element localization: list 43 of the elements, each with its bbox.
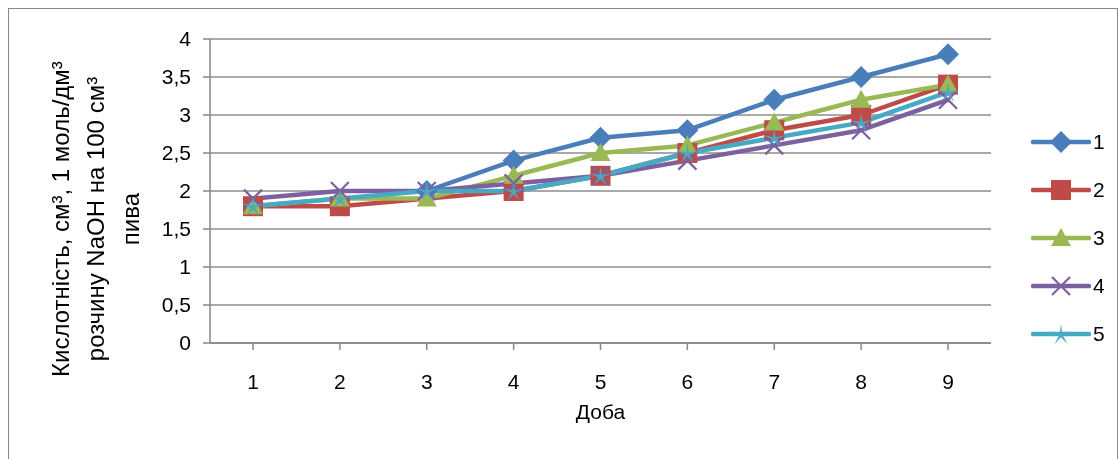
y-tick-label: 3 bbox=[179, 103, 191, 127]
point bbox=[850, 66, 873, 88]
point bbox=[677, 150, 698, 171]
point bbox=[850, 112, 872, 133]
point bbox=[590, 143, 611, 161]
point bbox=[329, 180, 350, 202]
x-tick-label: 1 bbox=[247, 369, 259, 393]
x-tick-label: 7 bbox=[768, 369, 781, 393]
x-tick-label: 5 bbox=[594, 369, 607, 393]
point bbox=[676, 119, 699, 142]
point bbox=[763, 88, 786, 111]
x-tick-label: 8 bbox=[855, 369, 867, 393]
point bbox=[764, 135, 785, 156]
y-tick-label: 3,5 bbox=[161, 65, 191, 89]
legend-label: 3 bbox=[1093, 226, 1105, 250]
point bbox=[851, 120, 872, 141]
point bbox=[503, 173, 524, 194]
point bbox=[937, 89, 959, 110]
legend-label: 4 bbox=[1093, 274, 1105, 298]
x-tick-label: 3 bbox=[420, 369, 433, 393]
point bbox=[937, 43, 959, 66]
x-tick-label: 4 bbox=[507, 369, 520, 393]
y-tick-label: 1,5 bbox=[161, 217, 191, 241]
y-axis-title: Кислотність, см³, 1 моль/дм³ розчину NaOH на 100 см³ пива bbox=[44, 60, 144, 379]
y-tick-label: 2 bbox=[179, 179, 191, 203]
y-tick-label: 4 bbox=[179, 27, 192, 51]
point bbox=[764, 112, 785, 131]
point bbox=[242, 188, 264, 209]
y-tick-label: 0 bbox=[179, 331, 191, 355]
x-axis-title: Доба bbox=[575, 400, 626, 423]
x-tick-label: 2 bbox=[334, 369, 346, 393]
y-tick-label: 0,5 bbox=[161, 293, 191, 317]
y-tick-label: 1 bbox=[179, 255, 191, 279]
y-tick-label: 2,5 bbox=[161, 141, 191, 165]
x-tick-label: 9 bbox=[942, 369, 954, 393]
legend-label: 1 bbox=[1093, 130, 1105, 154]
x-tick-label: 6 bbox=[681, 369, 694, 393]
point bbox=[763, 127, 785, 148]
point bbox=[851, 89, 872, 108]
point bbox=[502, 149, 525, 172]
legend-label: 2 bbox=[1093, 178, 1105, 202]
legend-label: 5 bbox=[1093, 322, 1105, 346]
point bbox=[589, 126, 612, 149]
